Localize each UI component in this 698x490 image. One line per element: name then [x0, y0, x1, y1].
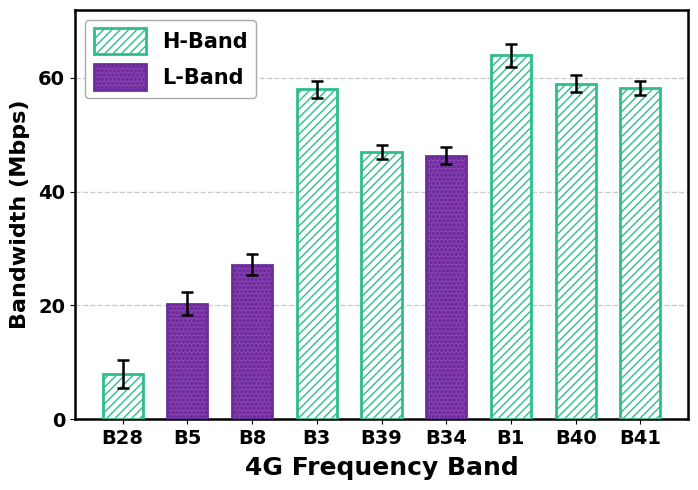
Bar: [297, 89, 337, 419]
Bar: [232, 265, 272, 419]
Bar: [621, 88, 660, 419]
Legend: H-Band, L-Band: H-Band, L-Band: [85, 20, 256, 98]
Bar: [168, 304, 207, 419]
Bar: [491, 55, 531, 419]
Bar: [362, 152, 401, 419]
Bar: [103, 374, 143, 419]
X-axis label: 4G Frequency Band: 4G Frequency Band: [245, 456, 519, 480]
Bar: [556, 84, 595, 419]
Bar: [426, 156, 466, 419]
Y-axis label: Bandwidth (Mbps): Bandwidth (Mbps): [10, 100, 30, 329]
